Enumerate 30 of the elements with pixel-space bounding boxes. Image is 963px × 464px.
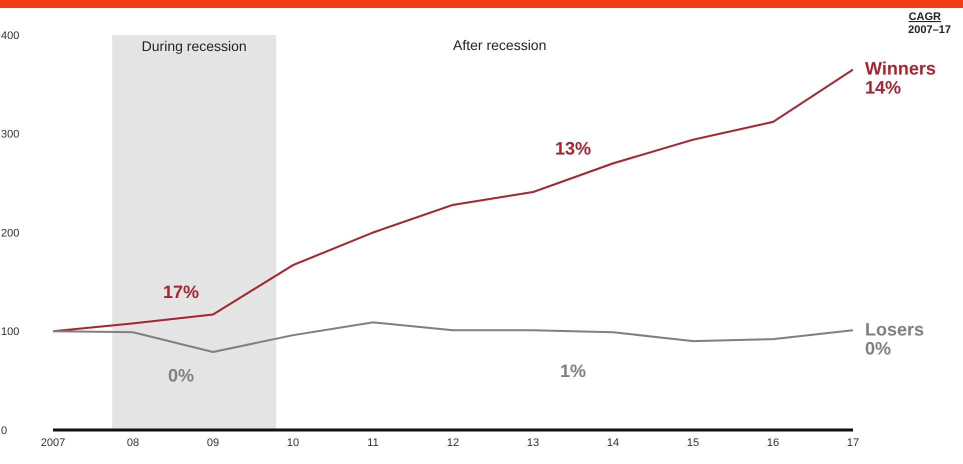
x-tick-label: 09 (206, 436, 220, 449)
line-series (53, 321, 853, 353)
x-tick-label: 08 (126, 436, 140, 449)
annotation: 0% (865, 338, 892, 358)
x-tick-label: 15 (686, 436, 700, 449)
y-tick-label: 400 (1, 30, 20, 42)
x-tick-label: 17 (846, 436, 860, 449)
y-tick-label: 0 (1, 424, 8, 437)
x-tick-label: 13 (526, 436, 540, 449)
x-tick-label: 11 (367, 436, 379, 449)
annotation: 13% (554, 138, 592, 159)
y-tick-label: 100 (1, 326, 20, 338)
line-series (53, 68, 853, 332)
annotation: After recession (453, 37, 546, 53)
annotation: 17% (162, 282, 200, 302)
y-tick-label: 200 (1, 227, 20, 240)
y-tick-label: 300 (1, 128, 20, 141)
annotation: 1% (560, 360, 586, 381)
text: 2007–17 (908, 24, 951, 36)
x-tick-label: 14 (606, 436, 620, 449)
series-label: Losers (865, 319, 924, 340)
band-label: During recession (142, 38, 247, 54)
annotation: 14% (865, 78, 902, 98)
x-tick-label: 12 (446, 436, 460, 449)
annotation: 0% (168, 366, 194, 386)
x-tick-label: 16 (766, 436, 780, 449)
series-label: Winners (865, 58, 936, 79)
x-tick-label: 10 (286, 436, 300, 449)
text: CAGR (908, 11, 942, 23)
x-tick-label: 2007 (40, 436, 66, 449)
